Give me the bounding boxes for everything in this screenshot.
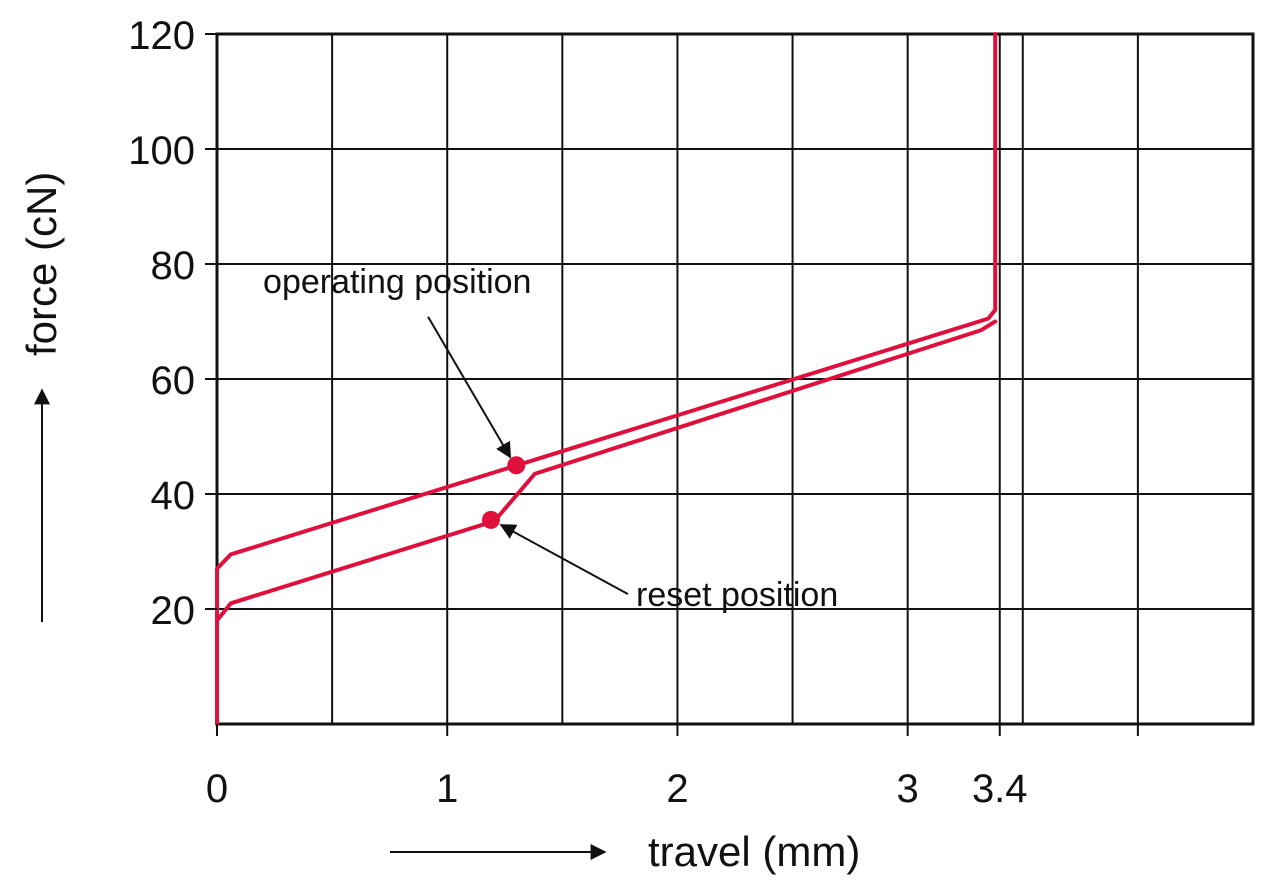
data-series (215, 32, 998, 726)
series-line-0 (215, 32, 998, 726)
annotation-arrow-1 (499, 523, 629, 596)
grid (215, 32, 1255, 726)
tick-labels: 0 1 2 3 3.4 20 40 60 80 100 120 (128, 14, 1139, 811)
x-axis-title: travel (mm) (648, 828, 860, 875)
y-tick-label-3: 80 (151, 244, 196, 288)
annotations: operating position reset position (263, 263, 838, 614)
marker-point-1 (481, 510, 500, 529)
y-tick-label-2: 60 (151, 359, 196, 403)
y-tick-label-4: 100 (128, 129, 195, 173)
annotation-arrow-0 (427, 316, 512, 459)
x-tick-label-2: 2 (666, 767, 688, 811)
x-tick-label-4: 3.4 (972, 767, 1028, 811)
y-tick-label-0: 20 (151, 589, 196, 633)
annotation-label-1: reset position (636, 576, 838, 614)
x-tick-label-0: 0 (206, 767, 228, 811)
y-tick-label-1: 40 (151, 474, 196, 518)
annotation-label-0: operating position (263, 263, 531, 301)
x-tick-label-3: 3 (897, 767, 919, 811)
marker-point-0 (507, 456, 526, 475)
y-tick-label-5: 120 (128, 14, 195, 58)
y-axis-title: force (cN) (18, 172, 65, 356)
x-tick-label-1: 1 (436, 767, 458, 811)
